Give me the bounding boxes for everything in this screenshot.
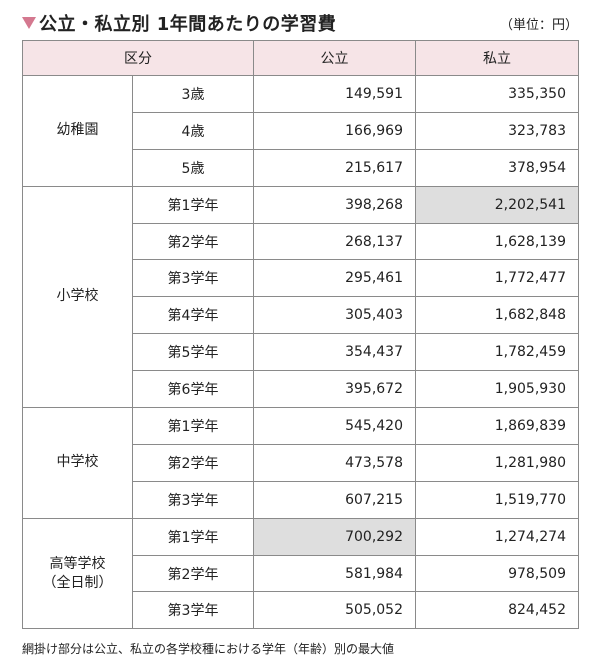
title-text: 公立・私立別 1年間あたりの学習費 <box>39 14 337 35</box>
row-label: 第3学年 <box>132 259 254 298</box>
table-row: 第2学年 581,984 978,509 <box>23 554 579 593</box>
page-title: 公立・私立別 1年間あたりの学習費 <box>22 10 336 36</box>
header-private: 私立 <box>415 40 579 76</box>
row-label: 第5学年 <box>132 333 254 372</box>
row-label: 第1学年 <box>132 517 254 556</box>
public-value: 395,672 <box>253 370 416 409</box>
row-label: 第2学年 <box>132 443 254 482</box>
private-value: 1,519,770 <box>415 480 579 519</box>
private-value: 323,783 <box>415 111 579 150</box>
private-value: 335,350 <box>415 75 579 113</box>
public-value: 149,591 <box>253 75 416 113</box>
public-value: 398,268 <box>253 185 416 224</box>
table-row: 第4学年 305,403 1,682,848 <box>23 296 579 335</box>
public-value: 607,215 <box>253 480 416 519</box>
table-row: 小学校 第1学年 398,268 2,202,541 <box>22 185 579 409</box>
table-row: 幼稚園 3歳 149,591 335,350 <box>22 75 579 187</box>
table-row: 5歳 215,617 378,954 <box>23 148 579 187</box>
triangle-marker-icon <box>22 17 36 29</box>
row-label: 第4学年 <box>132 296 254 335</box>
tuition-table: 区分 公立 私立 幼稚園 3歳 149,591 335,350 4歳 166,9… <box>22 40 579 630</box>
public-value: 505,052 <box>253 591 416 630</box>
row-label: 第1学年 <box>132 407 254 445</box>
table-header-row: 区分 公立 私立 <box>22 40 579 76</box>
header-public: 公立 <box>253 40 416 76</box>
public-value: 268,137 <box>253 222 416 261</box>
row-label: 第3学年 <box>132 591 254 630</box>
public-value: 354,437 <box>253 333 416 372</box>
public-value: 545,420 <box>253 407 416 445</box>
table-row: 高等学校 （全日制） 第1学年 700,292 1,274,274 <box>22 517 579 630</box>
table-row: 第3学年 295,461 1,772,477 <box>23 259 579 298</box>
public-value-highlighted: 700,292 <box>253 517 416 556</box>
row-label: 3歳 <box>132 75 254 113</box>
public-value: 166,969 <box>253 111 416 150</box>
private-value: 1,281,980 <box>415 443 579 482</box>
table-row: 第6学年 395,672 1,905,930 <box>23 370 579 409</box>
table-row: 第3学年 607,215 1,519,770 <box>23 480 579 519</box>
row-label: 第3学年 <box>132 480 254 519</box>
public-value: 215,617 <box>253 148 416 187</box>
private-value: 1,869,839 <box>415 407 579 445</box>
private-value: 1,772,477 <box>415 259 579 298</box>
row-label: 4歳 <box>132 111 254 150</box>
page-header: 公立・私立別 1年間あたりの学習費 （単位：円） <box>22 6 578 36</box>
group-high-school-name: 高等学校 <box>49 555 106 572</box>
private-value-highlighted: 2,202,541 <box>415 185 579 224</box>
private-value: 1,274,274 <box>415 517 579 556</box>
private-value: 1,628,139 <box>415 222 579 261</box>
private-value: 978,509 <box>415 554 579 593</box>
group-high-school: 高等学校 （全日制） <box>22 517 133 630</box>
row-label: 第2学年 <box>132 222 254 261</box>
group-elementary: 小学校 <box>22 185 133 409</box>
table-row: 第2学年 473,578 1,281,980 <box>23 443 579 482</box>
table-row: 第2学年 268,137 1,628,139 <box>23 222 579 261</box>
group-kindergarten: 幼稚園 <box>22 75 133 187</box>
unit-label: （単位：円） <box>499 18 578 33</box>
footnote: 網掛け部分は公立、私立の各学校種における学年（年齢）別の最大値 <box>22 642 395 656</box>
private-value: 1,905,930 <box>415 370 579 409</box>
table-row: 第5学年 354,437 1,782,459 <box>23 333 579 372</box>
private-value: 1,782,459 <box>415 333 579 372</box>
row-label: 第6学年 <box>132 370 254 409</box>
public-value: 473,578 <box>253 443 416 482</box>
private-value: 378,954 <box>415 148 579 187</box>
row-label: 第1学年 <box>132 185 254 224</box>
public-value: 581,984 <box>253 554 416 593</box>
table-row: 中学校 第1学年 545,420 1,869,839 <box>22 407 579 519</box>
private-value: 1,682,848 <box>415 296 579 335</box>
public-value: 295,461 <box>253 259 416 298</box>
private-value: 824,452 <box>415 591 579 630</box>
row-label: 5歳 <box>132 148 254 187</box>
group-high-school-sub: （全日制） <box>42 574 113 591</box>
table-row: 4歳 166,969 323,783 <box>23 111 579 150</box>
group-junior-high: 中学校 <box>22 407 133 519</box>
header-category: 区分 <box>22 40 254 76</box>
table-row: 第3学年 505,052 824,452 <box>23 591 579 630</box>
row-label: 第2学年 <box>132 554 254 593</box>
public-value: 305,403 <box>253 296 416 335</box>
